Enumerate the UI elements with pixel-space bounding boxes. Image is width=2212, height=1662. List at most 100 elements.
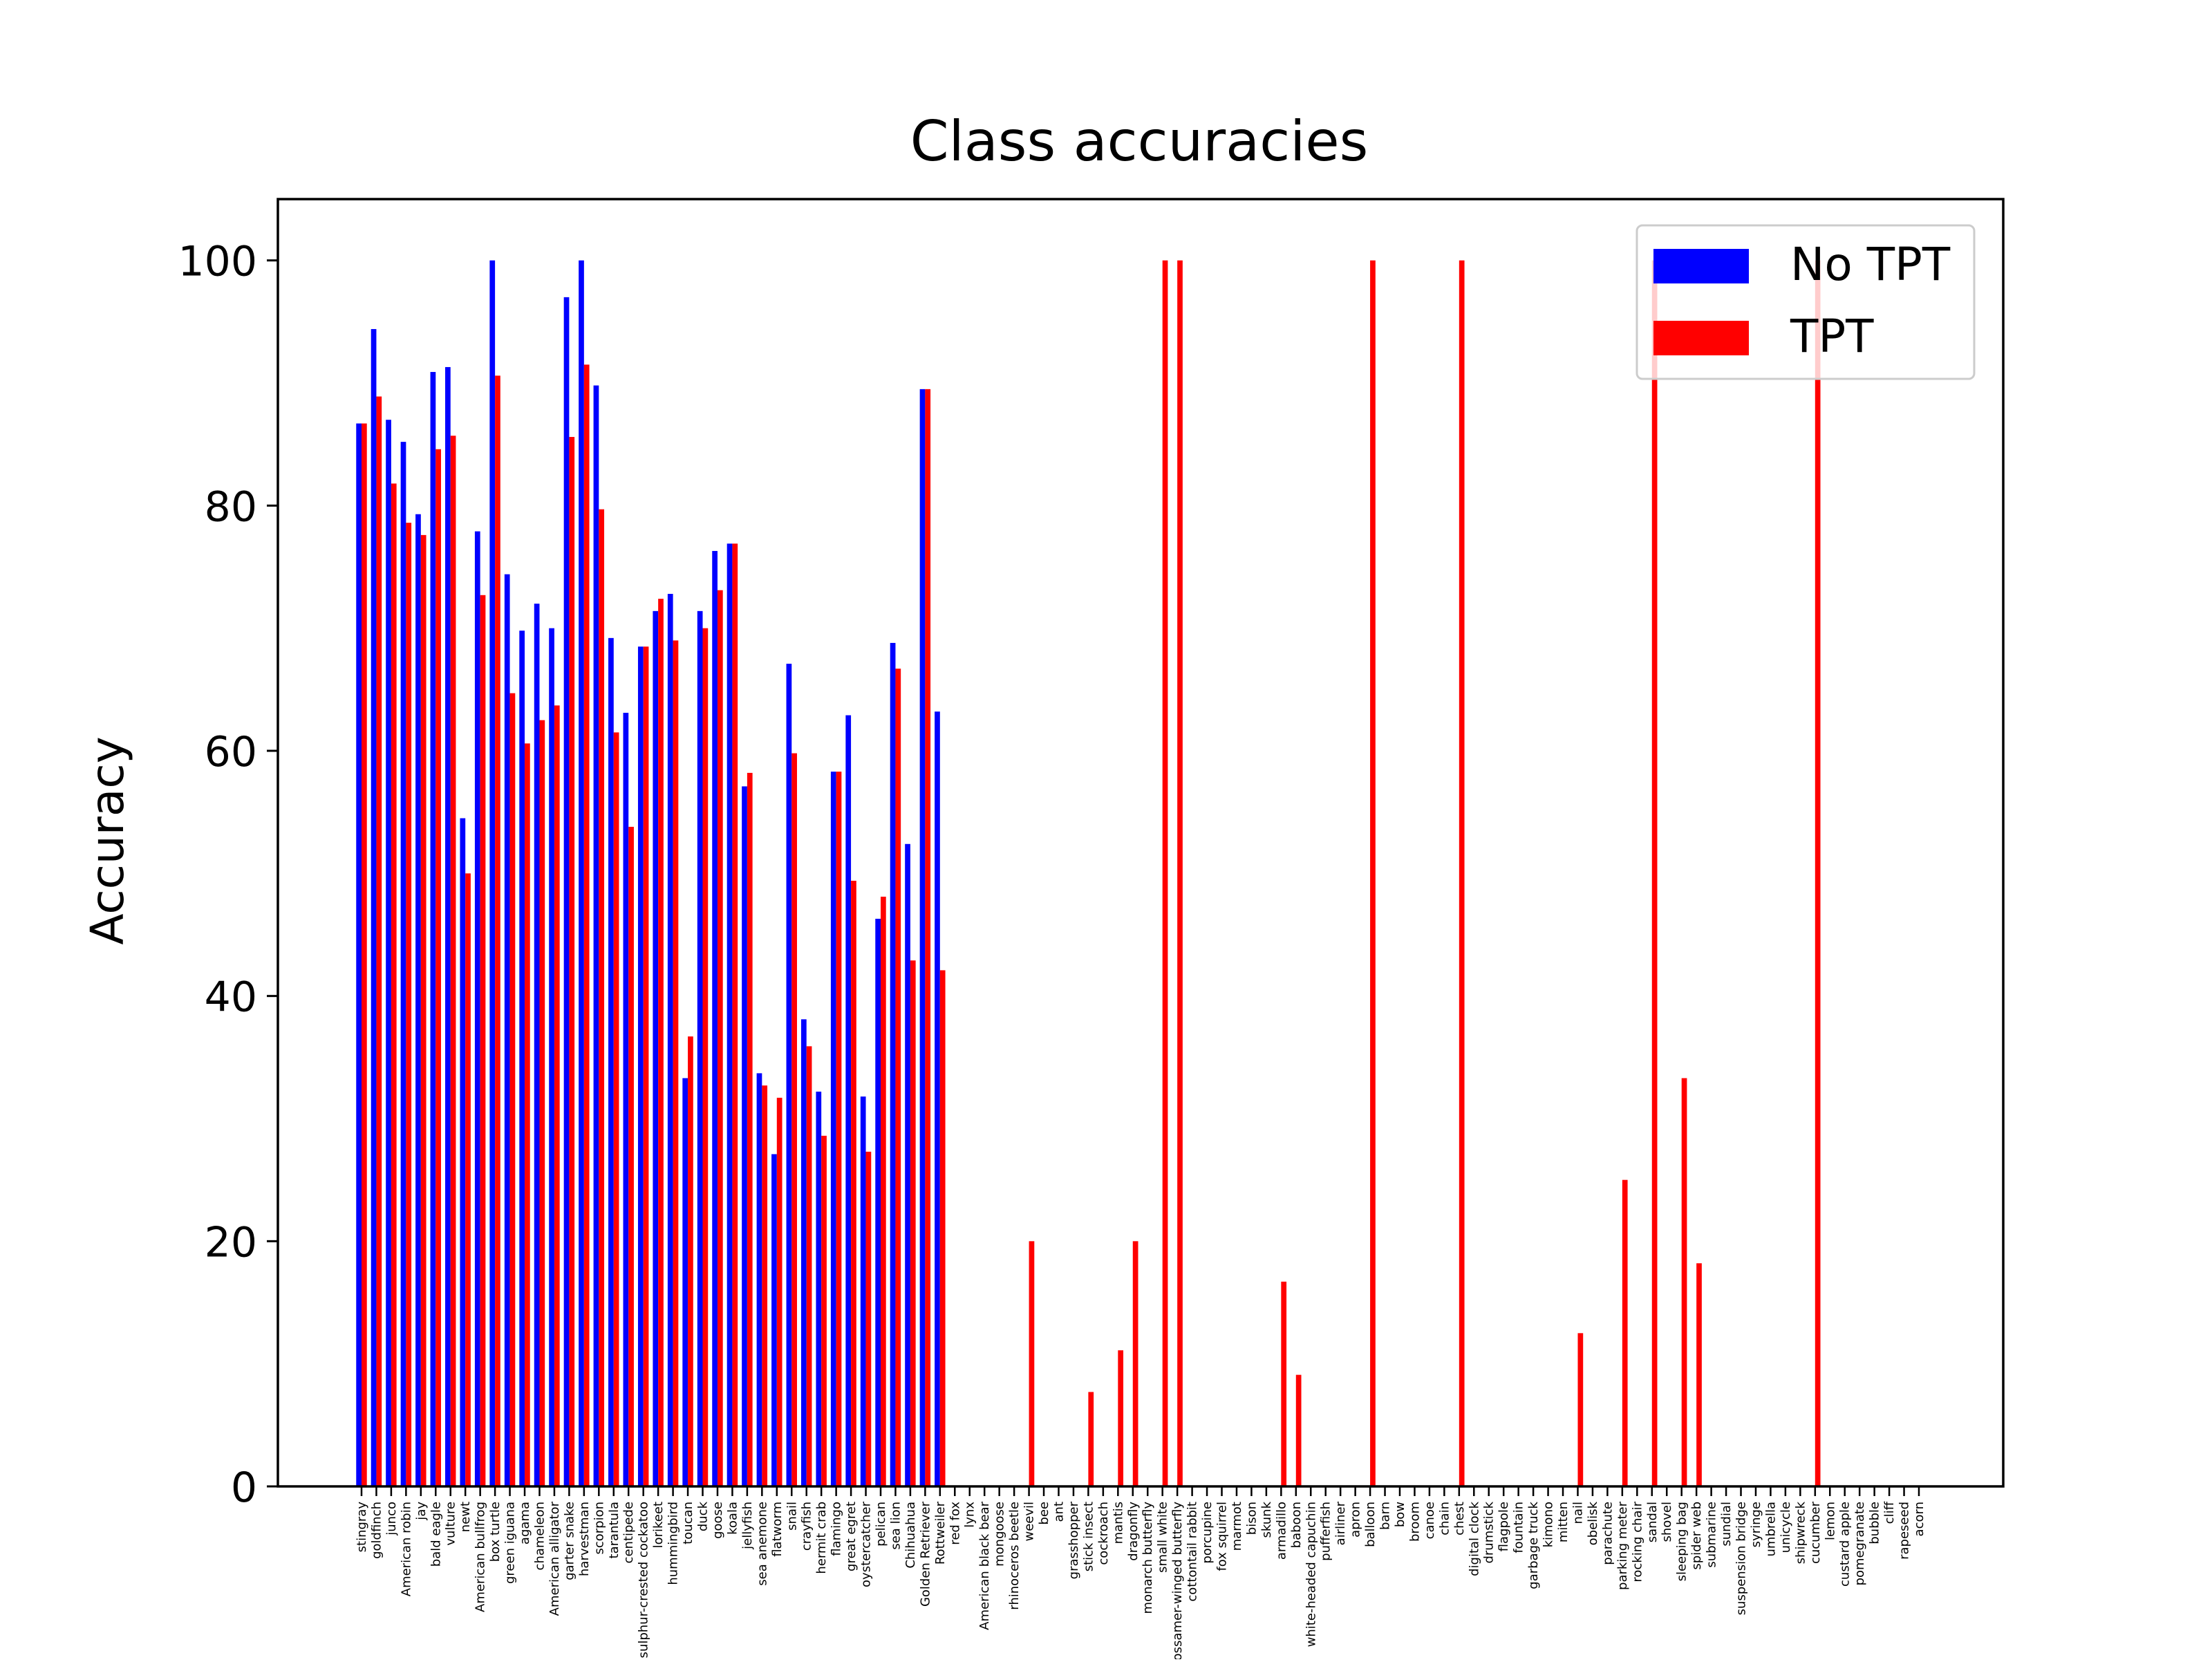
x-tick-label-65: pufferfish [1319, 1502, 1333, 1561]
x-tick-label-19: sulphur-crested cockatoo [637, 1502, 651, 1658]
x-tick-label-68: balloon [1363, 1502, 1378, 1547]
bar-0-22 [682, 1078, 688, 1486]
bar-0-27 [756, 1073, 762, 1486]
bar-1-22 [688, 1036, 693, 1486]
bar-1-32 [836, 772, 842, 1486]
x-tick-label-105: acorn [1912, 1502, 1927, 1536]
x-tick-label-104: rapeseed [1897, 1502, 1912, 1560]
bar-1-23 [702, 628, 709, 1487]
bars-layer [356, 260, 1821, 1487]
bar-1-4 [420, 534, 427, 1486]
bar-0-25 [727, 543, 733, 1486]
bar-1-24 [717, 590, 723, 1487]
x-tick-label-59: marmot [1230, 1502, 1244, 1551]
x-tick-label-46: bee [1037, 1502, 1051, 1525]
bar-1-19 [643, 646, 649, 1486]
bar-0-0 [356, 423, 362, 1486]
x-tick-label-44: rhinoceros beetle [1007, 1502, 1022, 1610]
x-tick-label-3: American robin [399, 1502, 413, 1596]
x-tick-label-80: kimono [1541, 1502, 1556, 1547]
bar-1-9 [495, 375, 500, 1486]
x-tick-label-58: fox squirrel [1215, 1502, 1230, 1571]
bar-1-74 [1459, 260, 1465, 1486]
y-tick-label-5: 100 [178, 238, 257, 286]
x-tick-label-18: centipede [621, 1502, 636, 1563]
bar-1-34 [865, 1151, 872, 1486]
bar-0-20 [653, 610, 659, 1486]
bar-1-26 [747, 772, 753, 1486]
x-tick-label-71: broom [1407, 1502, 1422, 1542]
bar-0-7 [460, 818, 466, 1486]
y-axis-label: Accuracy [81, 736, 134, 944]
series-0 [356, 260, 940, 1487]
x-tick-label-30: crayfish [800, 1502, 814, 1551]
bar-1-62 [1281, 1281, 1287, 1486]
x-tick-label-9: box turtle [488, 1502, 503, 1562]
x-tick-label-51: mantis [1111, 1502, 1125, 1544]
legend-swatch-1 [1653, 321, 1749, 355]
bar-1-1 [376, 396, 382, 1486]
x-tick-label-33: great egret [844, 1502, 859, 1571]
bar-1-55 [1177, 260, 1183, 1486]
bar-0-6 [445, 366, 451, 1487]
bar-0-2 [386, 420, 391, 1487]
bar-0-3 [400, 442, 406, 1486]
bar-1-3 [406, 523, 412, 1487]
bar-1-8 [480, 595, 486, 1486]
x-tick-label-93: suspension bridge [1734, 1502, 1749, 1615]
legend-label-0: No TPT [1790, 238, 1951, 291]
bar-1-20 [658, 599, 664, 1486]
bar-0-38 [919, 389, 926, 1486]
bar-1-38 [925, 389, 931, 1486]
x-tick-label-63: baboon [1289, 1502, 1304, 1548]
x-tick-label-79: garbage truck [1526, 1501, 1541, 1589]
legend: No TPT TPT [1635, 224, 1976, 380]
x-tick-label-20: lorikeet [651, 1502, 666, 1548]
x-tick-label-73: chain [1437, 1502, 1452, 1535]
x-tick-label-54: small white [1156, 1502, 1170, 1573]
x-tick-label-102: bubble [1868, 1502, 1882, 1544]
x-tick-label-62: armadillo [1274, 1502, 1288, 1560]
x-tick-label-22: toucan [681, 1502, 695, 1544]
x-tick-label-41: lynx [963, 1502, 977, 1528]
bar-0-30 [800, 1019, 807, 1486]
x-tick-label-48: grasshopper [1067, 1501, 1081, 1579]
bar-1-16 [599, 509, 605, 1486]
x-tick-label-25: koala [725, 1502, 740, 1535]
bar-1-52 [1132, 1241, 1138, 1486]
x-tick-label-95: umbrella [1763, 1502, 1778, 1556]
x-tick-label-92: sundial [1719, 1502, 1734, 1547]
x-tick-label-50: cockroach [1096, 1502, 1111, 1565]
x-tick-label-90: spider web [1689, 1502, 1704, 1570]
bar-0-23 [697, 610, 703, 1486]
bar-1-29 [791, 753, 797, 1486]
bar-0-13 [549, 628, 554, 1487]
bar-0-21 [667, 594, 673, 1486]
bar-1-39 [939, 970, 946, 1486]
x-tick-label-2: junco [384, 1502, 399, 1536]
x-tick-label-29: snail [785, 1502, 799, 1531]
bar-1-68 [1370, 260, 1376, 1486]
bar-0-11 [519, 631, 525, 1487]
bar-1-35 [881, 897, 886, 1486]
x-tick-label-35: pelican [874, 1502, 888, 1547]
x-tick-label-37: Chihuahua [903, 1502, 918, 1569]
x-tick-label-28: flatworm [770, 1502, 785, 1557]
x-tick-label-91: submarine [1705, 1502, 1719, 1568]
bar-1-2 [391, 483, 397, 1487]
x-tick-label-53: monarch butterfly [1141, 1502, 1155, 1614]
bar-0-10 [504, 574, 510, 1486]
bar-1-49 [1088, 1392, 1094, 1486]
bar-0-19 [637, 646, 644, 1486]
legend-label-1: TPT [1790, 310, 1874, 363]
chart-title: Class accuracies [910, 109, 1369, 174]
bar-1-21 [673, 640, 679, 1486]
bar-1-10 [509, 693, 516, 1486]
x-tick-label-64: white-headed capuchin [1304, 1502, 1318, 1647]
x-tick-label-47: ant [1051, 1502, 1066, 1522]
x-tick-label-88: shovel [1660, 1502, 1674, 1542]
bar-1-7 [465, 873, 471, 1486]
x-tick-label-67: apron [1349, 1502, 1363, 1538]
bar-0-37 [905, 843, 910, 1486]
bar-1-6 [450, 436, 456, 1486]
